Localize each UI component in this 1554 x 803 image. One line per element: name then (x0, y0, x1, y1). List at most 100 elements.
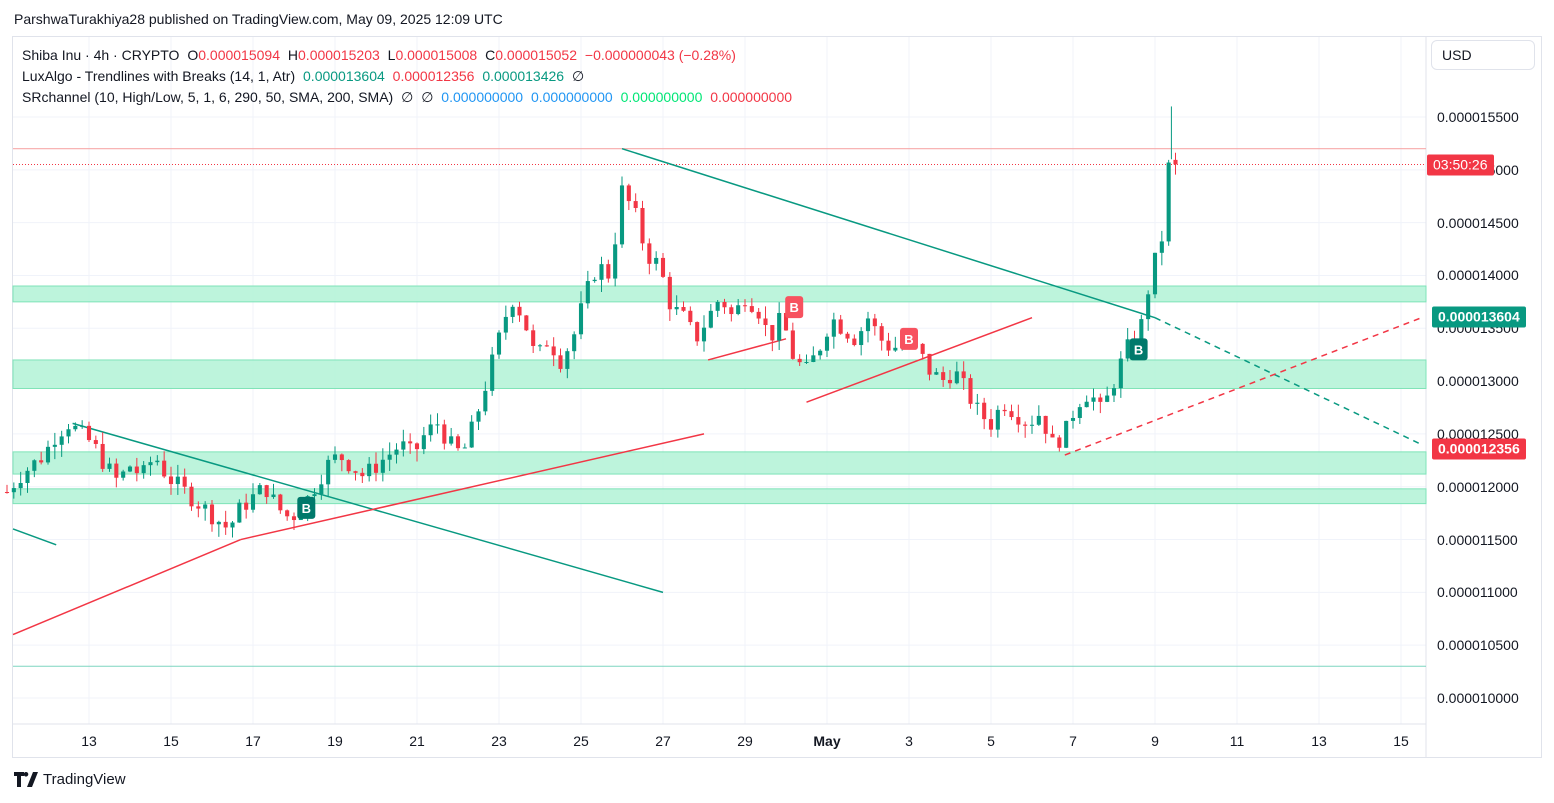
candle (715, 300, 720, 317)
candle-body (39, 460, 44, 463)
indicator-name[interactable]: SRchannel (10, High/Low, 5, 1, 6, 290, 5… (22, 89, 394, 105)
candle (572, 331, 577, 360)
candle (1016, 404, 1021, 433)
candle-body (1029, 424, 1035, 426)
candle (353, 470, 358, 481)
candle-body (414, 443, 420, 450)
candle (852, 334, 857, 347)
candle (121, 469, 126, 481)
candle-body (244, 502, 249, 510)
marker-label: B (302, 501, 311, 516)
trendline (240, 433, 705, 541)
candle-body (927, 353, 932, 375)
marker-label: B (790, 300, 799, 315)
candle-body (558, 355, 563, 369)
candle-body (886, 340, 891, 351)
candle (100, 432, 105, 472)
candle (606, 259, 611, 283)
candle (845, 331, 850, 343)
candle-body (332, 454, 338, 460)
candle (537, 343, 543, 352)
candle (695, 321, 700, 346)
candle-body (742, 305, 748, 307)
candle (1050, 425, 1055, 438)
candle-body (476, 411, 481, 422)
sr-zone (12, 488, 1427, 505)
candle (804, 354, 809, 364)
candle (387, 442, 392, 471)
candle-body (872, 318, 877, 327)
candle-body (695, 322, 700, 342)
candle-body (585, 281, 590, 304)
candle-body (401, 441, 406, 450)
candle-body (551, 346, 556, 356)
candle (654, 251, 659, 271)
candle-body (701, 327, 707, 342)
open-value: 0.000015094 (198, 47, 280, 63)
candle-body (1105, 395, 1110, 402)
candle-body (660, 257, 666, 277)
candle (483, 381, 488, 416)
horizontal-lines (13, 148, 1426, 667)
candle (332, 446, 338, 464)
candle-body (852, 338, 857, 346)
indicator-value: 0.000013604 (303, 68, 385, 84)
candle-body (599, 264, 604, 280)
candle-body (749, 306, 754, 312)
candle-body (722, 301, 727, 308)
candle-body (947, 379, 953, 384)
candle-body (189, 486, 194, 507)
time-tick-label: 9 (1151, 733, 1159, 749)
candle (93, 435, 98, 449)
time-tick-label: 21 (409, 733, 425, 749)
price-tick-label: 0.000014500 (1437, 214, 1519, 231)
candle-body (1043, 415, 1048, 434)
lower-trend-price-tag: 0.000012356 (1432, 438, 1526, 460)
candle (838, 314, 843, 335)
candle (52, 432, 57, 460)
candle-body (291, 516, 297, 521)
candle-body (633, 201, 638, 208)
candle-body (647, 243, 652, 264)
candle (988, 409, 994, 437)
candle-body (818, 350, 823, 356)
candle (1118, 351, 1123, 398)
candle (264, 484, 269, 504)
price-tick-label: 0.000011000 (1437, 584, 1518, 601)
candle (107, 457, 112, 472)
candle (162, 451, 167, 479)
candle (722, 298, 727, 314)
candle-body (394, 449, 399, 455)
candle (73, 422, 78, 432)
candle (1098, 393, 1103, 414)
symbol-label[interactable]: Shiba Inu · 4h · CRYPTO (22, 47, 180, 63)
candle (326, 455, 331, 497)
candle (373, 452, 379, 482)
candle-body (52, 444, 57, 447)
candle (1064, 420, 1069, 449)
price-tick-label: 0.000014000 (1437, 267, 1519, 284)
candle (134, 457, 139, 482)
candle (203, 501, 208, 521)
candle (619, 176, 625, 248)
candle-body (155, 460, 160, 463)
currency-selector[interactable]: USD (1431, 40, 1535, 70)
candle (1043, 415, 1048, 444)
candle (742, 299, 748, 312)
candle (1002, 404, 1007, 416)
candle-body (387, 454, 392, 460)
candle (182, 468, 187, 494)
candle-body (483, 390, 488, 412)
candle (449, 427, 454, 446)
candle-body (824, 336, 830, 351)
indicator-name[interactable]: LuxAlgo - Trendlines with Breaks (14, 1,… (22, 68, 296, 84)
footer-brand[interactable]: TradingView (14, 771, 126, 788)
candle-body (845, 333, 850, 339)
chart-legend: Shiba Inu · 4h · CRYPTO O0.000015094 H0.… (22, 45, 796, 108)
time-tick-label: 7 (1069, 733, 1077, 749)
candle-body (565, 351, 570, 369)
candle (763, 306, 768, 337)
upper-trend-price-tag: 0.000013604 (1432, 306, 1526, 328)
time-tick-label: 19 (327, 733, 343, 749)
